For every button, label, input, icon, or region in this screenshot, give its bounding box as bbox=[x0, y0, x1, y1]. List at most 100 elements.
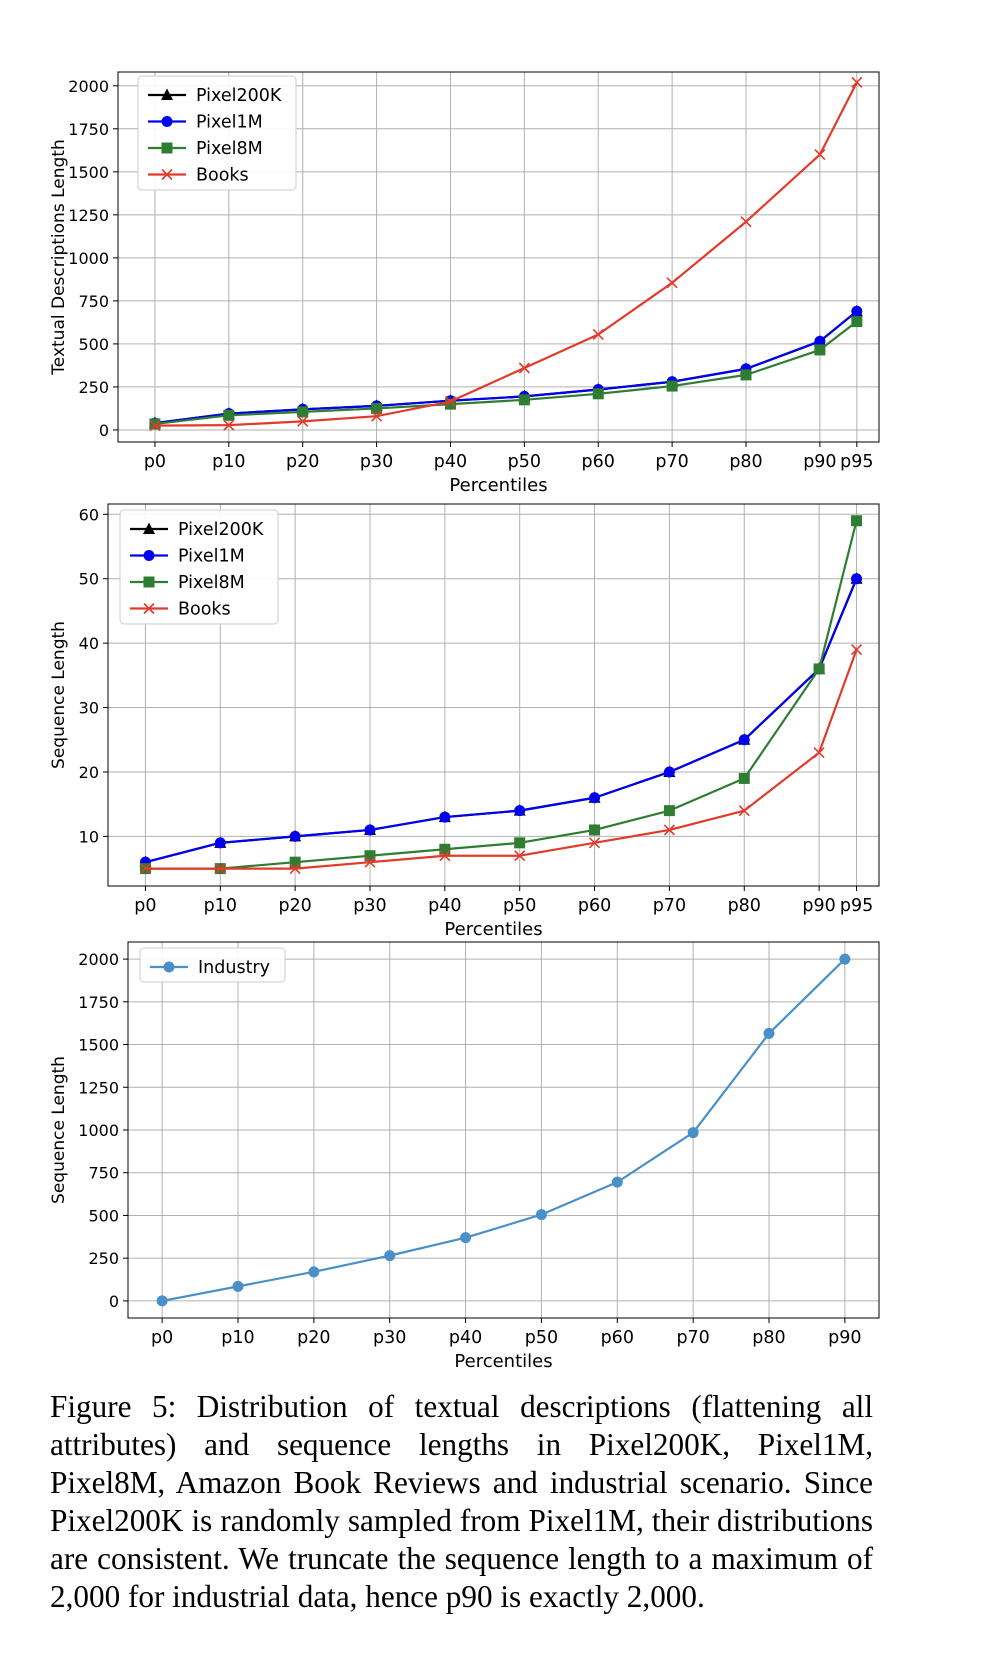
figure-caption: Figure 5: Distribution of textual descri… bbox=[50, 1389, 873, 1614]
y-tick-label: 0 bbox=[109, 1292, 119, 1311]
x-tick-label: p10 bbox=[204, 896, 237, 916]
x-tick-label: p70 bbox=[676, 1328, 709, 1348]
x-tick-label: p50 bbox=[503, 896, 536, 916]
x-tick-label: p60 bbox=[578, 896, 611, 916]
legend-entry: Pixel200K bbox=[148, 86, 282, 106]
data-point bbox=[439, 843, 451, 855]
data-point bbox=[592, 328, 604, 341]
y-tick-label: 2000 bbox=[68, 77, 109, 96]
y-tick-label: 750 bbox=[88, 1164, 119, 1183]
x-tick-label: p90 bbox=[802, 896, 835, 916]
y-tick-label: 50 bbox=[79, 570, 99, 589]
data-point bbox=[666, 380, 678, 392]
x-tick-label: p20 bbox=[278, 896, 311, 916]
legend: Pixel200K Pixel1M Pixel8M Books bbox=[119, 509, 279, 625]
legend-label: Pixel200K bbox=[178, 520, 264, 540]
x-tick-label: p80 bbox=[728, 896, 761, 916]
data-point bbox=[814, 335, 826, 347]
data-point bbox=[460, 1232, 472, 1244]
data-point bbox=[738, 805, 750, 817]
data-point bbox=[851, 76, 863, 88]
series-pixel1m bbox=[149, 305, 863, 429]
data-point bbox=[851, 305, 863, 317]
data-point bbox=[364, 824, 376, 836]
data-point bbox=[289, 830, 301, 842]
data-point bbox=[535, 1209, 547, 1221]
series-books bbox=[149, 76, 863, 432]
legend-entry: Pixel8M bbox=[130, 573, 245, 593]
x-tick-label: p0 bbox=[151, 1328, 173, 1348]
legend: Pixel200K Pixel1M Pixel8M Books bbox=[137, 75, 297, 191]
data-point bbox=[518, 362, 530, 374]
data-point bbox=[308, 1266, 320, 1278]
legend-label: Pixel8M bbox=[196, 139, 263, 159]
legend-box bbox=[139, 947, 286, 983]
data-point bbox=[364, 850, 376, 862]
data-point bbox=[289, 856, 301, 868]
data-point bbox=[851, 573, 863, 585]
y-tick-label: 250 bbox=[88, 1249, 119, 1268]
data-point bbox=[514, 805, 526, 817]
data-point bbox=[444, 395, 457, 408]
data-point bbox=[740, 369, 752, 381]
legend-entry: Pixel200K bbox=[130, 520, 264, 540]
legend-entry: Industry bbox=[150, 958, 270, 978]
x-tick-label: p90 bbox=[828, 1328, 861, 1348]
data-point bbox=[839, 953, 851, 965]
x-axis-label: Percentiles bbox=[454, 1351, 552, 1372]
legend-label: Pixel1M bbox=[196, 113, 263, 133]
legend-label: Pixel8M bbox=[178, 573, 245, 593]
legend-marker bbox=[161, 116, 173, 127]
data-point bbox=[223, 419, 235, 431]
data-point bbox=[814, 344, 826, 356]
y-tick-label: 1000 bbox=[78, 1121, 119, 1140]
data-point bbox=[444, 398, 456, 410]
y-tick-label: 750 bbox=[78, 292, 109, 311]
data-point bbox=[364, 856, 376, 868]
data-point bbox=[297, 406, 309, 418]
y-tick-label: 1250 bbox=[78, 1078, 119, 1097]
legend-label: Books bbox=[178, 600, 231, 620]
legend-label: Industry bbox=[198, 958, 270, 978]
data-point bbox=[592, 388, 604, 400]
legend: Industry bbox=[139, 947, 286, 983]
legend-label: Books bbox=[196, 166, 249, 186]
x-tick-label: p20 bbox=[297, 1328, 330, 1348]
x-tick-label: p30 bbox=[353, 896, 386, 916]
x-tick-label: p80 bbox=[729, 452, 762, 472]
series-books bbox=[139, 644, 863, 875]
x-tick-label: p70 bbox=[653, 896, 686, 916]
x-tick-label: p95 bbox=[840, 896, 873, 916]
data-point bbox=[214, 863, 226, 875]
y-tick-label: 250 bbox=[78, 378, 109, 397]
data-point bbox=[297, 415, 309, 427]
chart-2: p0 p10 p20 p30 p40 p50 p60 p70 p80 p90 p95 10 20 30 40… bbox=[49, 503, 880, 940]
y-tick-label: 1750 bbox=[78, 993, 119, 1012]
x-tick-label: p50 bbox=[525, 1328, 558, 1348]
x-tick-label: p30 bbox=[373, 1328, 406, 1348]
data-point bbox=[214, 837, 226, 849]
data-point bbox=[289, 863, 301, 875]
legend-entry: Pixel1M bbox=[148, 113, 263, 133]
y-tick-label: 1250 bbox=[68, 206, 109, 225]
plot-frame bbox=[117, 71, 880, 443]
legend-marker bbox=[143, 522, 155, 534]
data-point bbox=[813, 747, 825, 759]
data-point bbox=[611, 1176, 623, 1188]
series-pixel1m bbox=[139, 573, 863, 868]
y-tick-label: 1750 bbox=[68, 120, 109, 139]
x-tick-label: p90 bbox=[803, 452, 836, 472]
y-tick-label: 30 bbox=[79, 699, 99, 718]
legend-marker bbox=[143, 602, 155, 615]
data-point bbox=[687, 1127, 699, 1139]
data-point bbox=[518, 394, 530, 406]
x-tick-label: p60 bbox=[582, 452, 615, 472]
data-point bbox=[738, 772, 750, 784]
data-point bbox=[149, 420, 161, 432]
chart-1: p0 p10 p20 p30 p40 p50 p60 p70 p80 p90 p95 0 250 500 7… bbox=[49, 71, 880, 496]
series-line bbox=[145, 649, 858, 870]
x-tick-label: p40 bbox=[449, 1328, 482, 1348]
data-point bbox=[738, 734, 750, 746]
y-tick-label: 1500 bbox=[78, 1036, 119, 1055]
legend-entry: Books bbox=[148, 166, 249, 186]
